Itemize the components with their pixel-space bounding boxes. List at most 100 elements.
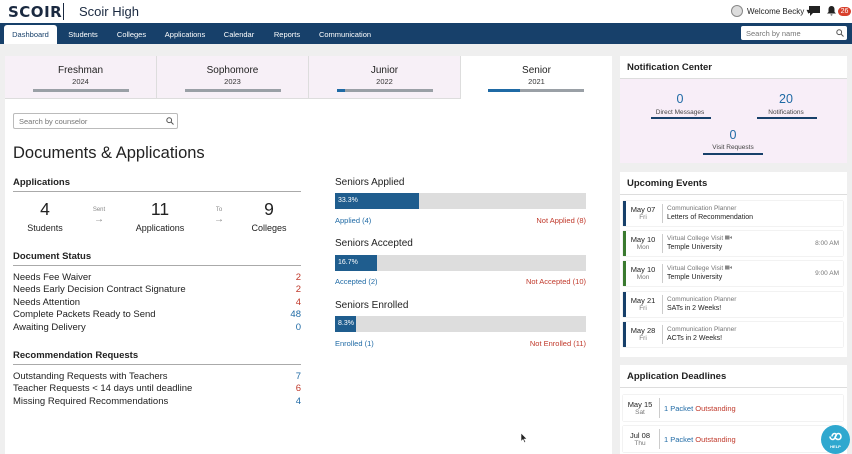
event-type-label: Communication Planner (667, 296, 737, 303)
document-status-heading: Document Status (13, 251, 92, 262)
status-row-value[interactable]: 2 (295, 272, 301, 283)
event-item[interactable]: May 07 Fri Communication Planner Letters of… (623, 201, 843, 226)
year-number: 2022 (376, 77, 393, 86)
help-button[interactable]: HELP (821, 425, 850, 454)
divider (13, 364, 301, 365)
chevron-down-icon: ▾ (806, 7, 811, 16)
tab-calendar[interactable]: Calendar (223, 30, 255, 39)
status-row-label: Awaiting Delivery (13, 322, 86, 333)
search-icon[interactable] (166, 117, 174, 125)
event-item[interactable]: May 28 Fri Communication Planner ACTs in 2 … (623, 322, 843, 347)
deadline-item[interactable]: May 15 Sat 1 Packet Outstanding (623, 395, 843, 421)
seniors-applied-bar: 33.3% (335, 193, 586, 209)
year-tab-senior[interactable]: Senior 2021 (461, 56, 612, 99)
school-name: Scoir High (79, 4, 139, 19)
tab-communication[interactable]: Communication (318, 30, 372, 39)
upcoming-events-heading: Upcoming Events (620, 172, 847, 195)
event-divider (662, 234, 663, 253)
scoir-logo[interactable]: SCOIR (8, 3, 63, 21)
name-search-input[interactable] (741, 26, 833, 40)
event-title: Temple University (667, 244, 723, 251)
visit-requests-label: Visit Requests (712, 144, 754, 151)
year-name: Senior (522, 65, 551, 76)
counselor-search-input[interactable] (14, 114, 159, 128)
video-camera-icon (724, 265, 732, 270)
status-row-label: Needs Attention (13, 297, 81, 308)
year-tab-sophomore[interactable]: Sophomore 2023 (157, 56, 309, 99)
welcome-menu[interactable]: Welcome Becky ▾ (747, 7, 810, 16)
upcoming-events-panel: Upcoming Events May 07 Fri Communication P… (620, 172, 847, 357)
recommendation-row-value[interactable]: 4 (295, 396, 301, 407)
not-accepted-link[interactable]: Not Accepted (10) (525, 277, 586, 286)
deadline-divider (659, 429, 660, 449)
deadline-item[interactable]: Jul 08 Thu 1 Packet Outstanding (623, 426, 843, 452)
event-item[interactable]: May 10 Mon Virtual College Visit Temple Un… (623, 261, 843, 286)
year-tab-freshman[interactable]: Freshman 2024 (5, 56, 157, 99)
welcome-text: Welcome Becky (747, 7, 805, 16)
infinity-icon (829, 432, 842, 441)
tab-colleges[interactable]: Colleges (116, 30, 147, 39)
deadline-date: May 15 (627, 400, 653, 409)
seniors-enrolled-bar: 8.3% (335, 316, 586, 332)
seniors-applied-heading: Seniors Applied (335, 177, 405, 188)
colleges-count[interactable]: 9 (264, 199, 274, 219)
event-divider (662, 204, 663, 223)
year-progress-bar (185, 89, 281, 92)
event-type-label: Virtual College Visit (667, 265, 724, 272)
students-count[interactable]: 4 (40, 199, 50, 219)
event-type: Communication Planner (667, 296, 736, 303)
recommendation-row-value[interactable]: 7 (295, 371, 301, 382)
notification-count-badge[interactable]: 26 (838, 7, 851, 16)
recommendation-row-label: Teacher Requests < 14 days until deadlin… (13, 383, 193, 394)
deadline-status: Outstanding (695, 435, 736, 444)
tab-applications[interactable]: Applications (164, 30, 206, 39)
status-row-value[interactable]: 48 (290, 309, 301, 320)
colleges-label: Colleges (251, 223, 287, 233)
top-bar: SCOIR Scoir High Welcome Becky ▾ 26 (0, 0, 852, 23)
messages-icon[interactable] (809, 6, 820, 16)
event-item[interactable]: May 21 Fri Communication Planner SATs in 2 … (623, 292, 843, 317)
tab-reports[interactable]: Reports (273, 30, 301, 39)
tab-dashboard[interactable]: Dashboard (4, 25, 57, 44)
accepted-link[interactable]: Accepted (2) (335, 277, 378, 286)
deadline-divider (659, 398, 660, 418)
event-title: Temple University (667, 274, 723, 281)
event-type-label: Communication Planner (667, 326, 737, 333)
divider (13, 191, 301, 192)
direct-messages-count[interactable]: 0 (676, 92, 684, 106)
not-applied-link[interactable]: Not Applied (8) (536, 216, 586, 225)
status-row-value[interactable]: 0 (295, 322, 301, 333)
event-date: May 07 (630, 205, 656, 214)
search-icon[interactable] (836, 29, 844, 37)
year-tab-junior[interactable]: Junior 2022 (309, 56, 461, 99)
applied-link[interactable]: Applied (4) (335, 216, 372, 225)
event-item[interactable]: May 10 Mon Virtual College Visit Temple Un… (623, 231, 843, 256)
deadline-date: Jul 08 (629, 431, 650, 440)
applications-count[interactable]: 11 (150, 199, 170, 219)
main-nav: Dashboard Students Colleges Applications… (0, 23, 852, 44)
event-day: Fri (639, 214, 647, 221)
not-enrolled-link[interactable]: Not Enrolled (11) (529, 339, 586, 348)
deadline-text[interactable]: 1 Packet Outstanding (664, 404, 736, 413)
enrolled-link[interactable]: Enrolled (1) (335, 339, 374, 348)
recommendation-row-label: Missing Required Recommendations (13, 396, 169, 407)
page-title: Documents & Applications (13, 144, 205, 162)
status-row-value[interactable]: 2 (295, 284, 301, 295)
notifications-count[interactable]: 20 (779, 92, 793, 106)
status-row-value[interactable]: 4 (295, 297, 301, 308)
arrow-right-icon: → (94, 214, 104, 225)
visit-requests-count[interactable]: 0 (729, 128, 737, 142)
user-avatar-icon[interactable] (731, 5, 743, 17)
bell-icon[interactable] (827, 6, 836, 16)
deadline-text[interactable]: 1 Packet Outstanding (664, 435, 736, 444)
logo-divider (63, 3, 64, 20)
event-type-label: Communication Planner (667, 205, 737, 212)
year-name: Sophomore (206, 65, 259, 76)
tab-students[interactable]: Students (68, 30, 98, 39)
applications-label: Applications (135, 223, 185, 233)
notifications-underline (757, 117, 817, 119)
video-camera-icon (724, 235, 732, 240)
seniors-accepted-fill: 16.7% (335, 255, 377, 271)
recommendation-row-value[interactable]: 6 (295, 383, 301, 394)
deadline-status: Outstanding (695, 404, 736, 413)
